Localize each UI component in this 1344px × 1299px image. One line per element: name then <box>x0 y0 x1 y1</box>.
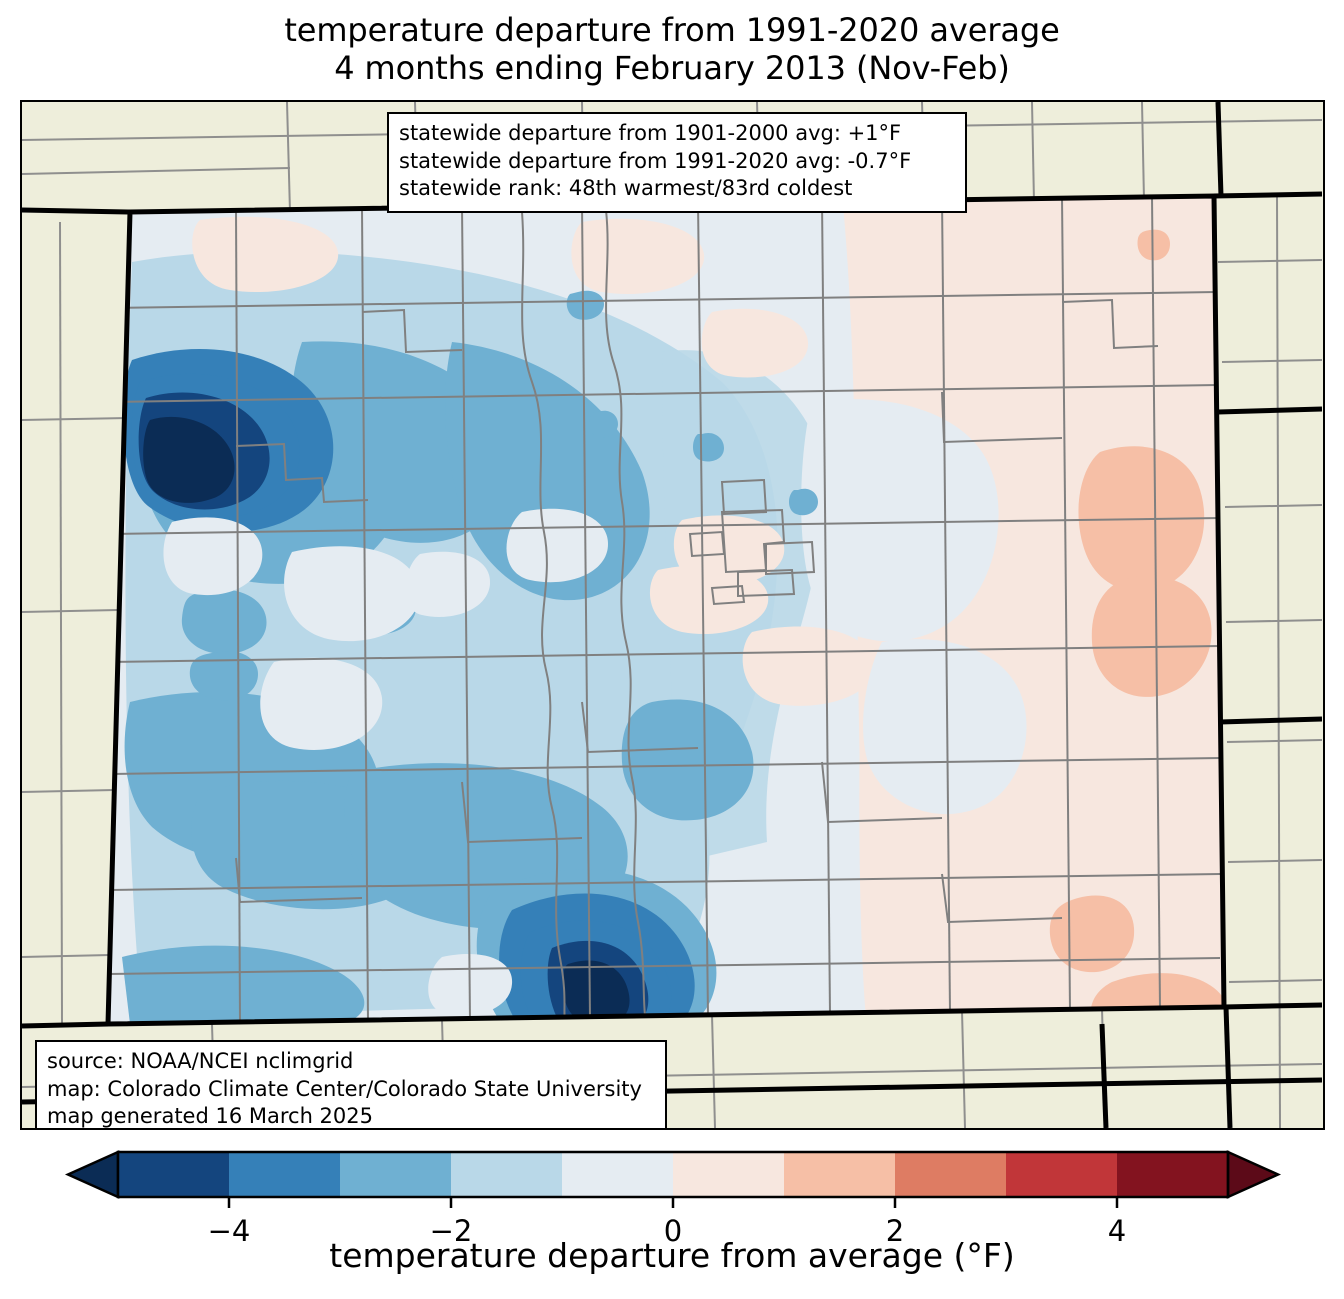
source-credit-box: source: NOAA/NCEI nclimgrid map: Colorad… <box>35 1040 667 1129</box>
temperature-departure-field <box>108 196 1224 1024</box>
colorbar-tick-label: 0 <box>664 1214 682 1248</box>
colorbar-tick-label: −4 <box>208 1214 251 1248</box>
colorbar-bands <box>64 1150 1282 1199</box>
colorbar-band <box>451 1152 563 1197</box>
title-line-1: temperature departure from 1991-2020 ave… <box>284 11 1060 49</box>
stat-departure-1991-2020: statewide departure from 1991-2020 avg: … <box>399 148 912 173</box>
colorbar-area: −4 −2 0 2 4 temperature departure from avera… <box>0 1140 1344 1299</box>
source-line: source: NOAA/NCEI nclimgrid <box>47 1049 354 1073</box>
colorbar-under-arrow <box>64 1150 120 1199</box>
stat-departure-1901-2000: statewide departure from 1901-2000 avg: … <box>399 121 902 145</box>
colorbar-band <box>229 1152 341 1197</box>
colorbar-band <box>1117 1152 1229 1197</box>
map-panel: statewide departure from 1901-2000 avg: … <box>20 100 1325 1130</box>
colorbar-band <box>1006 1152 1118 1197</box>
map-credit-line: map: Colorado Climate Center/Colorado St… <box>47 1076 642 1101</box>
colorbar-over-arrow <box>1226 1150 1282 1199</box>
colorado-county-boundaries <box>108 196 1221 1024</box>
colorbar-band <box>673 1152 785 1197</box>
title-line-2: 4 months ending February 2013 (Nov-Feb) <box>334 48 1010 87</box>
colorbar-band <box>895 1152 1007 1197</box>
colorbar-band <box>340 1152 452 1197</box>
map-generated-line: map generated 16 March 2025 <box>47 1104 374 1129</box>
colorbar-tick-label: 4 <box>1108 1214 1126 1248</box>
colorbar[interactable]: −4 −2 0 2 4 <box>0 1140 1344 1250</box>
colorbar-band <box>784 1152 896 1197</box>
stat-statewide-rank: statewide rank: 48th warmest/83rd coldes… <box>399 176 853 201</box>
page-title: temperature departure from 1991-2020 ave… <box>0 11 1344 88</box>
colorbar-tick-label: 2 <box>886 1214 904 1248</box>
colorbar-band <box>562 1152 674 1197</box>
colorbar-band <box>118 1152 230 1197</box>
colorado-temperature-departure-map <box>22 102 1322 1128</box>
colorbar-tick-label: −2 <box>430 1214 473 1248</box>
colorbar-axis-label: temperature departure from average (°F) <box>329 1236 1015 1275</box>
statewide-statistics-box: statewide departure from 1901-2000 avg: … <box>387 112 967 214</box>
colorbar-ticks: −4 −2 0 2 4 <box>208 1197 1126 1248</box>
